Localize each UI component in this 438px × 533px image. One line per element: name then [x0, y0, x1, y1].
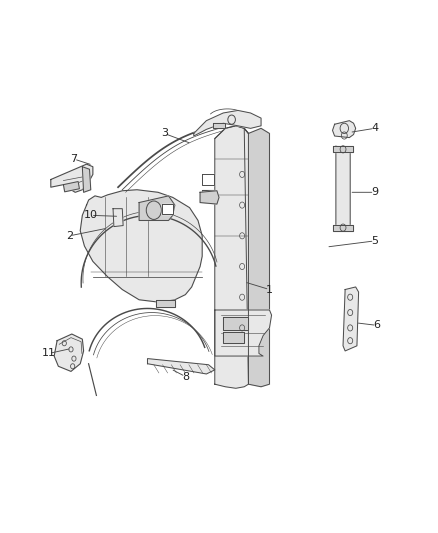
Polygon shape	[223, 317, 248, 330]
Polygon shape	[333, 146, 353, 152]
Text: 3: 3	[161, 128, 168, 139]
Polygon shape	[333, 224, 353, 231]
Text: 9: 9	[371, 187, 378, 197]
Text: 1: 1	[266, 285, 273, 295]
Polygon shape	[54, 334, 84, 372]
Polygon shape	[82, 167, 91, 192]
Polygon shape	[213, 123, 225, 128]
Text: 7: 7	[71, 154, 78, 164]
Polygon shape	[148, 359, 215, 374]
Text: 8: 8	[182, 372, 189, 382]
Polygon shape	[200, 191, 219, 204]
Polygon shape	[244, 128, 269, 387]
Text: 5: 5	[371, 236, 378, 246]
Polygon shape	[332, 120, 356, 138]
Polygon shape	[51, 164, 93, 192]
Text: 11: 11	[42, 349, 56, 359]
Polygon shape	[113, 209, 123, 227]
Text: 6: 6	[373, 320, 380, 330]
Polygon shape	[64, 182, 79, 192]
Polygon shape	[80, 190, 202, 302]
Text: 4: 4	[371, 123, 378, 133]
Polygon shape	[343, 287, 359, 351]
Text: 2: 2	[66, 231, 73, 241]
Polygon shape	[215, 126, 248, 388]
Polygon shape	[162, 204, 173, 214]
Circle shape	[146, 201, 161, 220]
Polygon shape	[156, 300, 175, 308]
Polygon shape	[194, 110, 261, 136]
Polygon shape	[223, 332, 244, 343]
Polygon shape	[336, 146, 350, 231]
Polygon shape	[202, 174, 214, 184]
Polygon shape	[202, 190, 214, 199]
Text: 10: 10	[84, 211, 98, 220]
Polygon shape	[215, 310, 272, 356]
Polygon shape	[139, 196, 175, 221]
